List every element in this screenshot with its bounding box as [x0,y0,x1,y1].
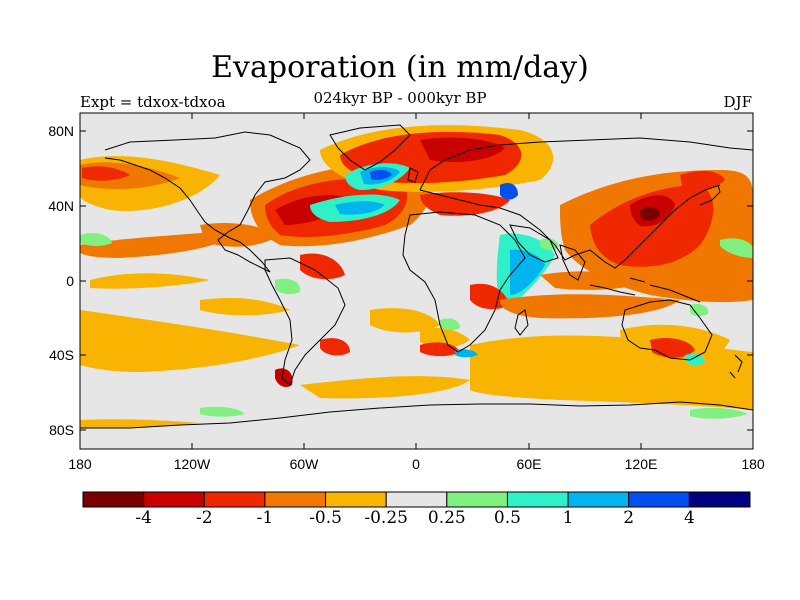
colorbar-swatch [446,491,508,508]
colorbar-label: -2 [195,508,213,528]
colorbar-label: -0.5 [309,508,342,528]
lon-label-180w: 180 [68,456,92,472]
colorbar-label: 4 [683,508,695,528]
lon-label-0: 0 [412,456,420,472]
colorbar [82,491,751,508]
lat-label-40s: 40S [49,347,74,363]
lon-label-180e: 180 [741,456,765,472]
map-subtitle: 024kyr BP - 000kyr BP [313,89,487,107]
colorbar-swatch [628,491,690,508]
map-title: Evaporation (in mm/day) [211,50,589,85]
colorbar-label: 0.5 [493,508,521,528]
colorbar-swatch [264,491,327,508]
colorbar-swatch [688,491,751,508]
colorbar-label: 1 [562,508,574,528]
colorbar-label: 2 [623,508,635,528]
lon-label-120e: 120E [625,456,658,472]
lon-ticks [79,113,754,449]
colorbar-swatch [82,491,145,508]
experiment-label: Expt = tdxox-tdxoa [80,93,226,111]
lat-label-0: 0 [66,273,74,289]
colorbar-swatch [567,491,630,508]
lat-label-40n: 40N [48,198,74,214]
colorbar-swatch [506,491,569,508]
colorbar-label: -4 [135,508,152,528]
colorbar-label: 0.25 [427,508,466,528]
coastlines [80,124,753,429]
colorbar-swatch [203,491,266,508]
colorbar-swatch [325,491,387,508]
colorbar-label: -1 [256,508,274,528]
lat-ticks [80,130,753,431]
colorbar-swatch [385,491,448,508]
season-label: DJF [723,93,752,111]
colorbar-swatch [143,491,205,508]
lon-label-60e: 60E [517,456,542,472]
lat-label-80n: 80N [48,123,74,139]
lon-label-120w: 120W [174,456,211,472]
colorbar-label: -0.25 [364,508,408,528]
lat-label-80s: 80S [49,422,74,438]
lon-label-60w: 60W [290,456,320,472]
